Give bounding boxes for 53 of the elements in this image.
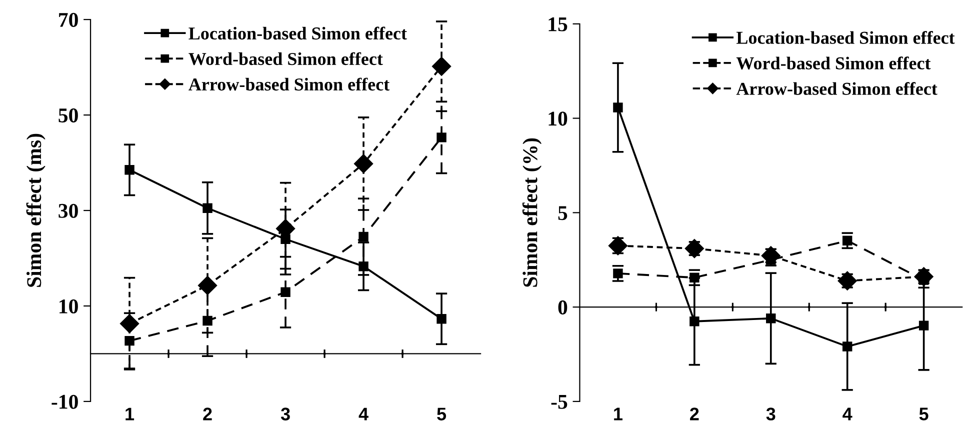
point (358, 261, 368, 272)
y-tick-label: 15 (548, 17, 568, 32)
point (613, 102, 623, 112)
point (202, 203, 212, 213)
legend-label: Location-based Simon effect (736, 31, 955, 44)
x-tick-label: 4 (842, 408, 852, 420)
y-tick-label: -10 (52, 394, 78, 409)
x-tick-label: 1 (614, 408, 622, 420)
point (280, 287, 290, 297)
legend-label: Arrow-based Simon effect (736, 82, 938, 95)
y-axis-title: Simon effect (%) (522, 138, 542, 287)
point (432, 56, 452, 76)
x-tick-label: 2 (690, 408, 699, 420)
point (358, 232, 368, 242)
y-axis-title: Simon effect (ms) (26, 134, 46, 287)
x-tick-label: 1 (126, 408, 134, 420)
point (202, 316, 212, 326)
point (766, 314, 776, 324)
point (608, 236, 628, 256)
x-tick-label: 3 (280, 408, 290, 420)
legend-label: Word-based Simon effect (736, 56, 931, 70)
x-tick-label: 2 (203, 408, 212, 420)
y-tick-label: 10 (60, 299, 78, 314)
point (838, 271, 857, 290)
point (124, 336, 134, 346)
point (120, 314, 140, 334)
y-tick-label: 30 (58, 204, 78, 218)
y-tick-label: 5 (558, 206, 568, 220)
point (684, 238, 704, 258)
x-tick-label: 4 (358, 408, 368, 420)
y-tick-label: -5 (551, 395, 568, 409)
legend-label: Location-based Simon effect (188, 26, 407, 40)
point (124, 165, 134, 175)
point (842, 342, 852, 352)
legend-label: Arrow-based Simon effect (188, 78, 390, 91)
point (280, 234, 290, 244)
legend-label: Word-based Simon effect (188, 52, 383, 66)
point (436, 314, 446, 324)
point (613, 268, 623, 278)
point (690, 316, 700, 326)
x-tick-label: 5 (437, 408, 446, 420)
point (436, 132, 446, 142)
y-tick-label: 0 (558, 300, 568, 314)
point (354, 154, 374, 174)
point (918, 320, 929, 330)
x-tick-label: 3 (766, 408, 776, 420)
point (842, 236, 852, 246)
point (198, 276, 218, 295)
y-tick-label: 10 (548, 112, 568, 126)
point (690, 272, 700, 282)
y-tick-label: 50 (58, 108, 78, 122)
x-tick-label: 5 (919, 408, 928, 420)
y-tick-label: 70 (59, 12, 78, 27)
